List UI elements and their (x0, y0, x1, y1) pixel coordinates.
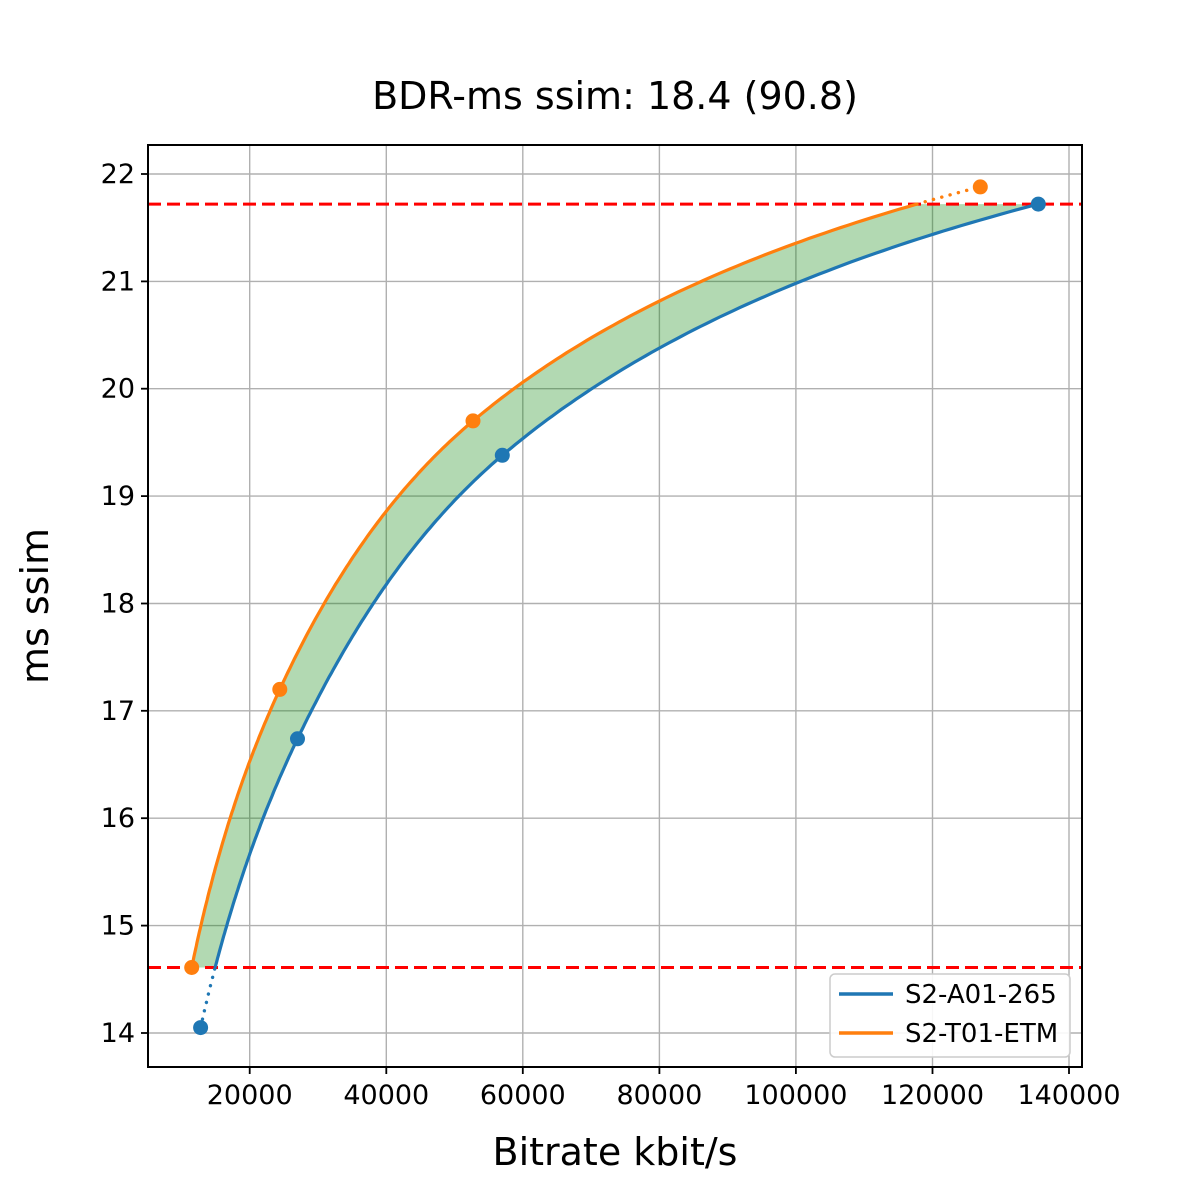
legend-label-s2-a01-265: S2-A01-265 (905, 980, 1057, 1010)
x-tick-label: 60000 (480, 1080, 566, 1111)
y-axis-label: ms ssim (13, 528, 57, 684)
curve-s2-t01-etm-dotted (915, 185, 982, 206)
x-tick-label: 20000 (207, 1080, 293, 1111)
plot-border (147, 144, 1083, 1068)
chart-title: BDR-ms ssim: 18.4 (90.8) (372, 74, 858, 118)
data-point-markers (184, 179, 1046, 1036)
curve-s2-a01-265 (213, 202, 1039, 968)
marker-s2-a01-265 (1030, 196, 1046, 212)
y-tick-label: 22 (101, 159, 135, 190)
x-tick-label: 140000 (1017, 1080, 1120, 1111)
x-tick-label: 40000 (343, 1080, 429, 1111)
y-tick-label: 14 (101, 1018, 135, 1049)
x-tick-label: 120000 (881, 1080, 984, 1111)
curve-s2-a01-265-dotted (198, 965, 217, 1030)
y-tick-label: 16 (101, 803, 135, 834)
bd-fill-region (191, 204, 1039, 968)
marker-s2-t01-etm (272, 681, 288, 697)
marker-s2-a01-265 (193, 1020, 209, 1036)
y-tick-label: 21 (101, 266, 135, 297)
axis-ticks: 20000 40000 60000 80000 100000 120000 140000 14… (101, 159, 1121, 1111)
y-tick-label: 18 (101, 589, 135, 620)
y-tick-label: 19 (101, 481, 135, 512)
marker-s2-a01-265 (290, 731, 305, 747)
x-axis-label: Bitrate kbit/s (493, 1130, 738, 1174)
curve-s2-t01-etm (190, 202, 918, 968)
rd-curves (190, 185, 1039, 1030)
y-tick-label: 17 (101, 696, 135, 727)
marker-s2-t01-etm (972, 179, 988, 195)
marker-s2-a01-265 (494, 447, 510, 463)
x-tick-label: 100000 (744, 1080, 847, 1111)
y-tick-label: 20 (101, 374, 135, 405)
integration-bound-lines (148, 202, 1082, 969)
legend-label-s2-t01-etm: S2-T01-ETM (905, 1019, 1058, 1049)
bd-area-polygon (191, 204, 1039, 968)
legend: S2-A01-265 S2-T01-ETM (829, 973, 1071, 1058)
x-tick-label: 80000 (616, 1080, 702, 1111)
y-tick-label: 15 (101, 911, 135, 942)
marker-s2-t01-etm (184, 960, 200, 975)
marker-s2-t01-etm (465, 413, 481, 429)
gridlines (148, 145, 1082, 1067)
